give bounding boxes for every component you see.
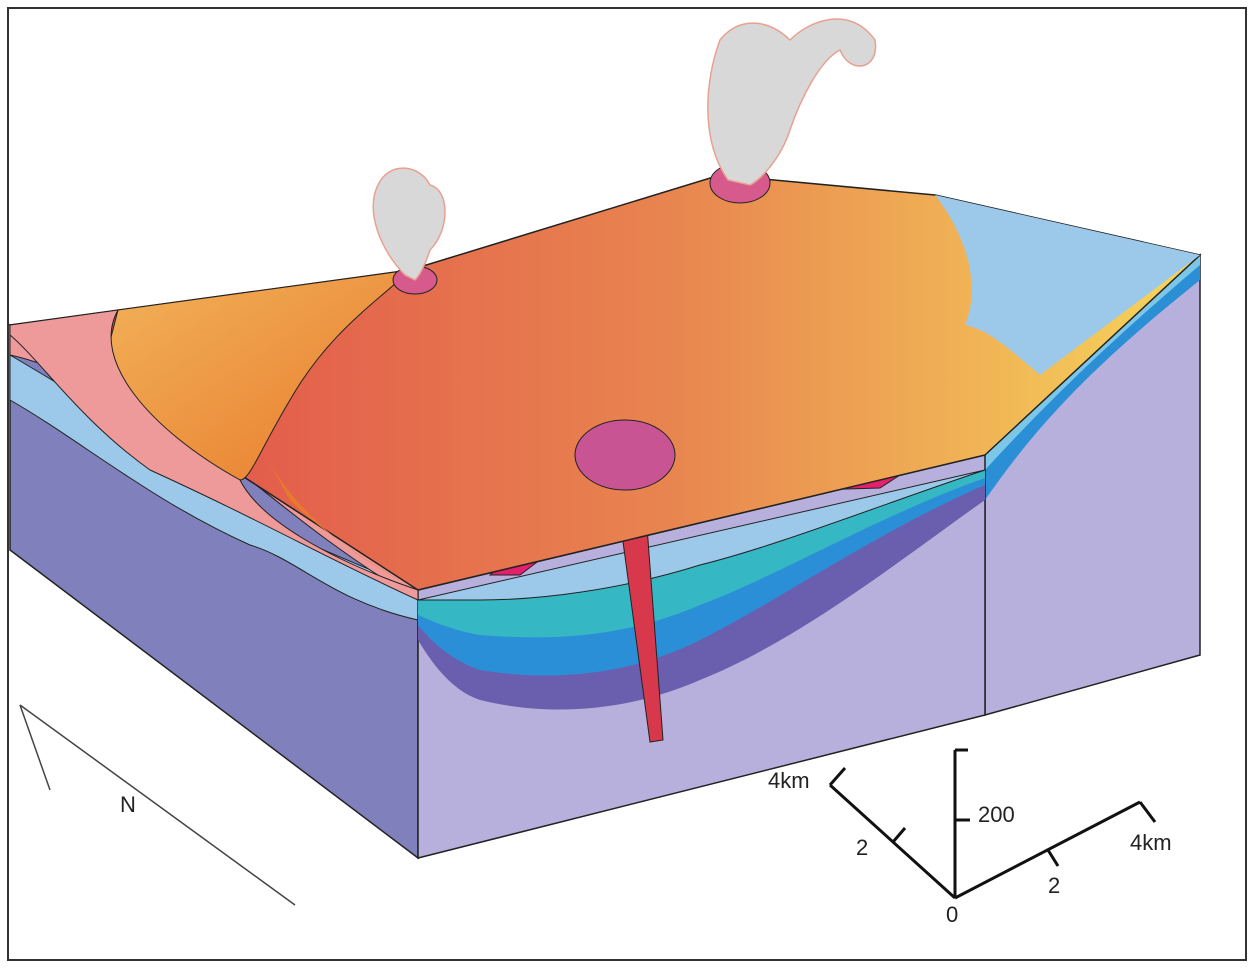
north-label: N — [120, 792, 136, 817]
origin-label: 0 — [946, 902, 958, 927]
vertical-axis-label: 200 — [978, 802, 1015, 827]
right-axis-mid-label: 2 — [1048, 873, 1060, 898]
left-axis-end-label: 4km — [768, 768, 810, 793]
right-axis-end-label: 4km — [1130, 830, 1172, 855]
scale-bar — [828, 748, 1157, 900]
left-axis-mid-label: 2 — [856, 835, 868, 860]
north-arrow: N — [19, 704, 296, 906]
vents — [372, 18, 877, 491]
top-surface — [7, 174, 1202, 601]
